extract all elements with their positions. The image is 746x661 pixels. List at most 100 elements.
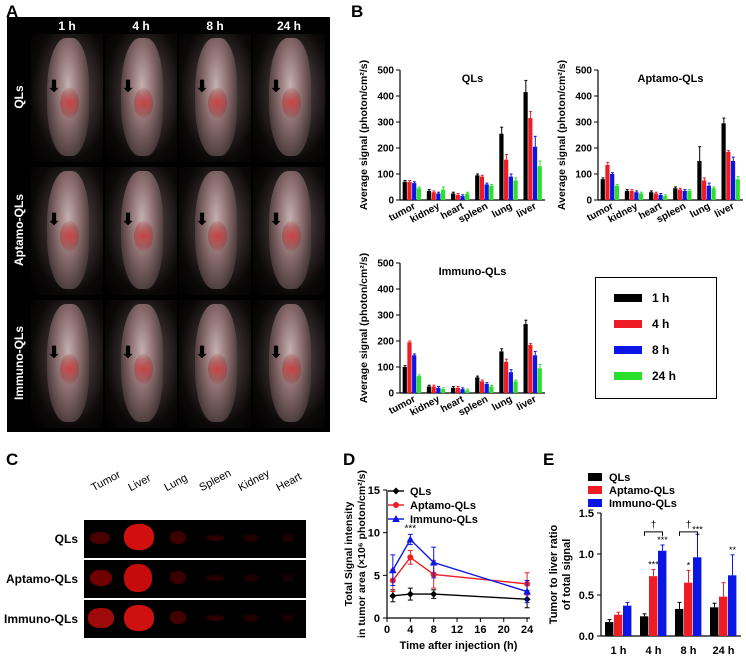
significance-marker: ** (729, 545, 737, 555)
tumor-signal (281, 220, 301, 252)
y-tick-label: 0.0 (579, 631, 594, 643)
row-label: Aptamo-QLs (12, 194, 26, 266)
bar (412, 355, 417, 393)
panel-letter-c: C (6, 450, 19, 469)
organ-label-lung: Lung (162, 471, 190, 494)
tumor-signal (281, 87, 301, 119)
bar (730, 161, 736, 200)
y-tick-label: 100 (575, 170, 592, 181)
data-point (406, 590, 414, 598)
mouse-image-cell: ⬇ (105, 300, 177, 428)
y-tick-label: 400 (377, 285, 394, 296)
bar (402, 367, 407, 393)
mouse-image-cell: ⬇ (253, 34, 325, 162)
bar (460, 389, 465, 393)
significance-marker: *** (692, 524, 703, 534)
legend-label: Immuno-QLs (609, 498, 677, 510)
arrow-down-icon: ⬇ (194, 209, 210, 229)
x-tick-label: lung (688, 201, 712, 221)
bar (687, 190, 692, 200)
bar (532, 146, 538, 200)
y-axis-label-line1: Tumor to liver ratio (548, 525, 560, 625)
bar (426, 386, 432, 393)
bar (600, 179, 605, 200)
y-tick-label: 5 (374, 570, 380, 582)
y-tick-label: 0 (374, 613, 380, 625)
x-tick-label: 24 (521, 624, 534, 636)
bar (702, 180, 707, 200)
series-line (392, 538, 528, 593)
legend-label: 8 h (652, 343, 670, 357)
c-row-label-qls: QLs (54, 532, 78, 546)
x-tick-label: 4 (407, 624, 414, 636)
y-tick-label: 1.0 (579, 549, 594, 561)
significance-marker: *** (648, 560, 659, 570)
legend-swatch (614, 320, 642, 328)
row-label: QLs (12, 85, 26, 109)
bar (440, 189, 446, 200)
bar (499, 133, 504, 200)
bar (697, 161, 702, 200)
series-line (392, 556, 528, 585)
bar (537, 368, 542, 393)
bar (711, 188, 716, 200)
x-tick-label: 24 h (712, 645, 734, 657)
organ-strip-aptamo (84, 560, 306, 598)
legend-item: 8 h (614, 343, 669, 357)
y-axis-label: Average signal (photon/cm²/s) (556, 60, 568, 210)
bar (658, 194, 663, 200)
bar (450, 193, 456, 200)
legend-label: QLs (609, 472, 630, 484)
legend-swatch (588, 473, 602, 481)
mouse-image-cell: ⬇ (31, 34, 103, 162)
bar (532, 355, 538, 393)
tumor-signal (207, 220, 227, 252)
x-tick-label: 20 (498, 624, 510, 636)
tumor-signal (133, 87, 153, 119)
legend-label: 24 h (652, 369, 677, 383)
legend-item: 4 h (614, 317, 669, 331)
y-tick-label: 500 (377, 259, 394, 270)
bar-chart-aptamo-qls: Aptamo-QLs 0 100 200 300 400 500 Average signal… (556, 60, 743, 226)
bar (693, 557, 702, 636)
y-tick-label: 0 (586, 196, 592, 207)
bar (416, 188, 422, 200)
significance-marker: *** (657, 535, 668, 545)
organ-kidney (244, 574, 258, 582)
legend-swatch (588, 499, 602, 507)
tumor-signal (59, 353, 79, 385)
bar (436, 387, 441, 393)
c-row-label-immuno: Immuno-QLs (4, 612, 78, 626)
organ-tumor (88, 608, 114, 628)
bar (431, 192, 436, 200)
bar (523, 92, 528, 200)
arrow-down-icon: ⬇ (120, 76, 136, 96)
y-axis-label-line2: of total signal (561, 539, 573, 611)
significance-marker: *** (405, 523, 417, 534)
bar (624, 190, 630, 200)
chart-title: Immuno-QLs (439, 266, 507, 278)
bar (504, 159, 509, 200)
y-tick-label: 500 (377, 66, 394, 77)
y-tick-label: 0 (388, 196, 394, 207)
legend-marker (392, 487, 400, 495)
panel-letter-d: D (343, 450, 356, 469)
x-tick-label: 1 h (611, 645, 627, 657)
arrow-down-icon: ⬇ (268, 209, 284, 229)
x-tick-label: 0 (384, 624, 390, 636)
bar (504, 361, 509, 393)
legend-swatch (588, 486, 602, 494)
y-tick-label: 400 (575, 92, 592, 103)
legend-label: 4 h (652, 317, 670, 331)
bar (508, 176, 513, 200)
bar (658, 550, 667, 636)
organ-spleen (206, 615, 224, 621)
bar (675, 608, 684, 636)
bar (513, 180, 518, 200)
data-point (389, 592, 397, 600)
bar (653, 193, 658, 200)
y-axis-label: Average signal (photon/cm²/s) (358, 253, 370, 403)
panel-letter-a: A (6, 2, 19, 21)
time-label: 24 h (276, 19, 301, 33)
data-point (430, 590, 438, 598)
